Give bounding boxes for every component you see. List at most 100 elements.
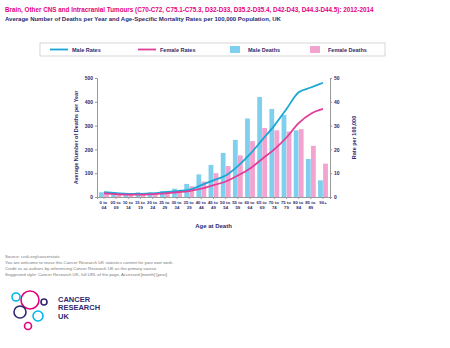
tick-mark bbox=[330, 173, 332, 174]
tick: 70 to 74 bbox=[269, 197, 280, 210]
tick-label: 30 to 34 bbox=[171, 200, 182, 210]
tick-mark bbox=[116, 197, 117, 199]
tick-mark bbox=[330, 102, 332, 103]
tick-mark bbox=[95, 149, 97, 150]
y-axis: 0100200300400500 bbox=[85, 75, 98, 200]
tick-label: 50 to 54 bbox=[220, 200, 231, 210]
bar bbox=[99, 192, 104, 197]
legend-label: Male Deaths bbox=[248, 47, 280, 53]
tick: 0 bbox=[330, 194, 337, 200]
x-axis: 0 to 0405 to 0910 to 1415 to 1920 to 242… bbox=[98, 197, 331, 210]
tick-mark bbox=[152, 197, 153, 199]
bar bbox=[306, 159, 311, 197]
tick-label: 75 to 79 bbox=[281, 200, 292, 210]
tick-label: 10 to 14 bbox=[123, 200, 134, 210]
tick-label: 0 bbox=[90, 194, 93, 200]
line bbox=[104, 83, 323, 194]
tick: 80 to 84 bbox=[293, 197, 304, 210]
source-note: Credit us as authors by referencing Canc… bbox=[5, 266, 157, 271]
bar bbox=[318, 180, 323, 197]
tick-label: 20 bbox=[334, 147, 340, 153]
tick: 60 to 64 bbox=[244, 197, 255, 210]
bar bbox=[323, 164, 328, 197]
tick-label: 20 to 24 bbox=[147, 200, 158, 210]
tick: 100 bbox=[85, 170, 97, 176]
tick-label: 50 bbox=[334, 75, 340, 81]
logo-dot bbox=[33, 311, 43, 321]
chart: Brain, Other CNS and Intracranial Tumour… bbox=[0, 0, 450, 348]
logo-dot bbox=[14, 306, 26, 318]
bar bbox=[274, 130, 279, 197]
tick: 25 to 29 bbox=[159, 197, 170, 210]
tick: 400 bbox=[85, 99, 97, 105]
tick-mark bbox=[128, 197, 129, 199]
tick-mark bbox=[330, 126, 332, 127]
logo-dot bbox=[41, 299, 47, 305]
axis-line bbox=[98, 198, 331, 200]
tick: 200 bbox=[85, 147, 97, 153]
plot-area bbox=[99, 83, 328, 197]
tick: 30 bbox=[330, 123, 340, 129]
tick-label: 65 to 69 bbox=[257, 200, 268, 210]
tick-label: 70 to 74 bbox=[269, 200, 280, 210]
tick: 75 to 79 bbox=[281, 197, 292, 210]
tick-mark bbox=[262, 197, 263, 199]
tick-label: 45 to 49 bbox=[208, 200, 219, 210]
tick: 35 to 39 bbox=[184, 197, 195, 210]
tick-label: 60 to 64 bbox=[244, 200, 255, 210]
logo-dot bbox=[12, 293, 20, 301]
tick: 90+ bbox=[319, 197, 327, 205]
logo-dot bbox=[25, 323, 32, 330]
line bbox=[104, 109, 323, 195]
tick-mark bbox=[330, 149, 332, 150]
tick-label: 55 to 59 bbox=[232, 200, 243, 210]
legend-swatch bbox=[310, 46, 320, 53]
tick-label: 100 bbox=[85, 170, 94, 176]
tick: 0 bbox=[90, 194, 97, 200]
tick-mark bbox=[274, 197, 275, 199]
tick-label: 35 to 39 bbox=[184, 200, 195, 210]
logo: CANCER RESEARCH UK bbox=[12, 291, 102, 330]
axis-line bbox=[95, 79, 98, 198]
tick-mark bbox=[213, 197, 214, 199]
bar bbox=[294, 130, 299, 197]
tick: 500 bbox=[85, 75, 97, 81]
tick-mark bbox=[237, 197, 238, 199]
axis-title: Rate per 100,000 bbox=[351, 116, 357, 159]
tick: 45 to 49 bbox=[208, 197, 219, 210]
tick-label: 0 bbox=[334, 194, 337, 200]
bar bbox=[257, 97, 262, 197]
tick-mark bbox=[176, 197, 177, 199]
tick-mark bbox=[323, 197, 324, 199]
tick: 50 to 54 bbox=[220, 197, 231, 210]
tick: 40 bbox=[330, 99, 340, 105]
tick-mark bbox=[201, 197, 202, 199]
tick: 20 bbox=[330, 147, 340, 153]
tick-mark bbox=[330, 78, 332, 79]
bar-series bbox=[104, 128, 328, 197]
tick-label: 80 to 84 bbox=[293, 200, 304, 210]
tick: 50 bbox=[330, 75, 340, 81]
tick-mark bbox=[95, 78, 97, 79]
tick: 30 to 34 bbox=[171, 197, 182, 210]
legend-label: Male Rates bbox=[72, 47, 101, 53]
tick-mark bbox=[225, 197, 226, 199]
tick: 85 to 89 bbox=[305, 197, 316, 210]
axis-title: Age at Death bbox=[195, 223, 232, 229]
tick: 20 to 24 bbox=[147, 197, 158, 210]
tick-mark bbox=[286, 197, 287, 199]
bar bbox=[299, 129, 304, 197]
legend-box bbox=[40, 43, 385, 56]
tick: 55 to 59 bbox=[232, 197, 243, 210]
source-note: You are welcome to reuse this Cancer Res… bbox=[5, 260, 173, 265]
legend-label: Female Rates bbox=[160, 47, 195, 53]
tick: 15 to 19 bbox=[135, 197, 146, 210]
tick-label: 30 bbox=[334, 123, 340, 129]
tick-label: 500 bbox=[85, 75, 94, 81]
tick-mark bbox=[95, 102, 97, 103]
tick-label: 200 bbox=[85, 147, 94, 153]
source-note: Suggested style: Cancer Research UK, ful… bbox=[5, 272, 168, 277]
bar bbox=[282, 115, 287, 197]
tick-mark bbox=[310, 197, 311, 199]
legend-swatch bbox=[138, 49, 156, 51]
